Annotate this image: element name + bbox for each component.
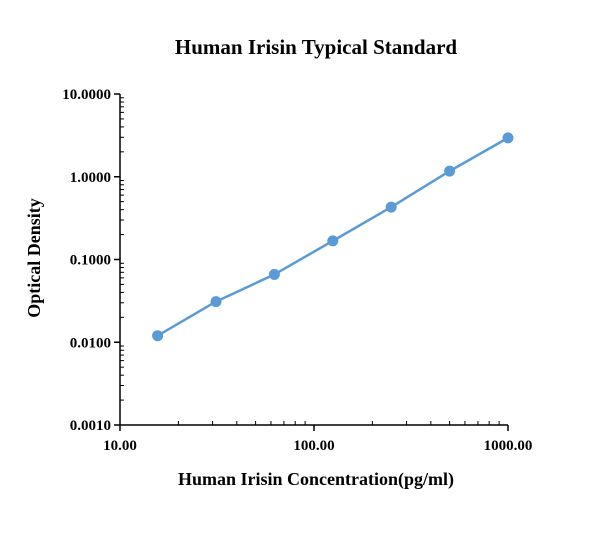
y-tick-label: 1.0000	[70, 170, 111, 186]
x-tick-label: 10.00	[103, 438, 137, 454]
y-tick-label: 0.1000	[70, 253, 111, 269]
y-axis-label: Optical Density	[24, 198, 44, 318]
data-point	[385, 201, 397, 213]
chart-title: Human Irisin Typical Standard	[175, 35, 458, 59]
y-tick-label: 0.0010	[70, 418, 111, 434]
data-point	[444, 165, 456, 177]
y-tick-label: 10.0000	[62, 87, 111, 103]
data-point	[152, 330, 164, 342]
data-point	[210, 296, 222, 308]
data-point	[502, 132, 514, 144]
y-tick-label: 0.0100	[70, 335, 111, 351]
x-tick-label: 1000.00	[484, 438, 533, 454]
series-group	[152, 132, 514, 342]
data-point	[327, 235, 339, 247]
axes: 0.0010 0.0100 0.1000 1.0000 10.0000 10.00 100.…	[62, 87, 532, 454]
x-axis-label: Human Irisin Concentration(pg/ml)	[178, 469, 454, 490]
x-tick-label: 100.00	[293, 438, 334, 454]
data-point	[268, 268, 280, 280]
